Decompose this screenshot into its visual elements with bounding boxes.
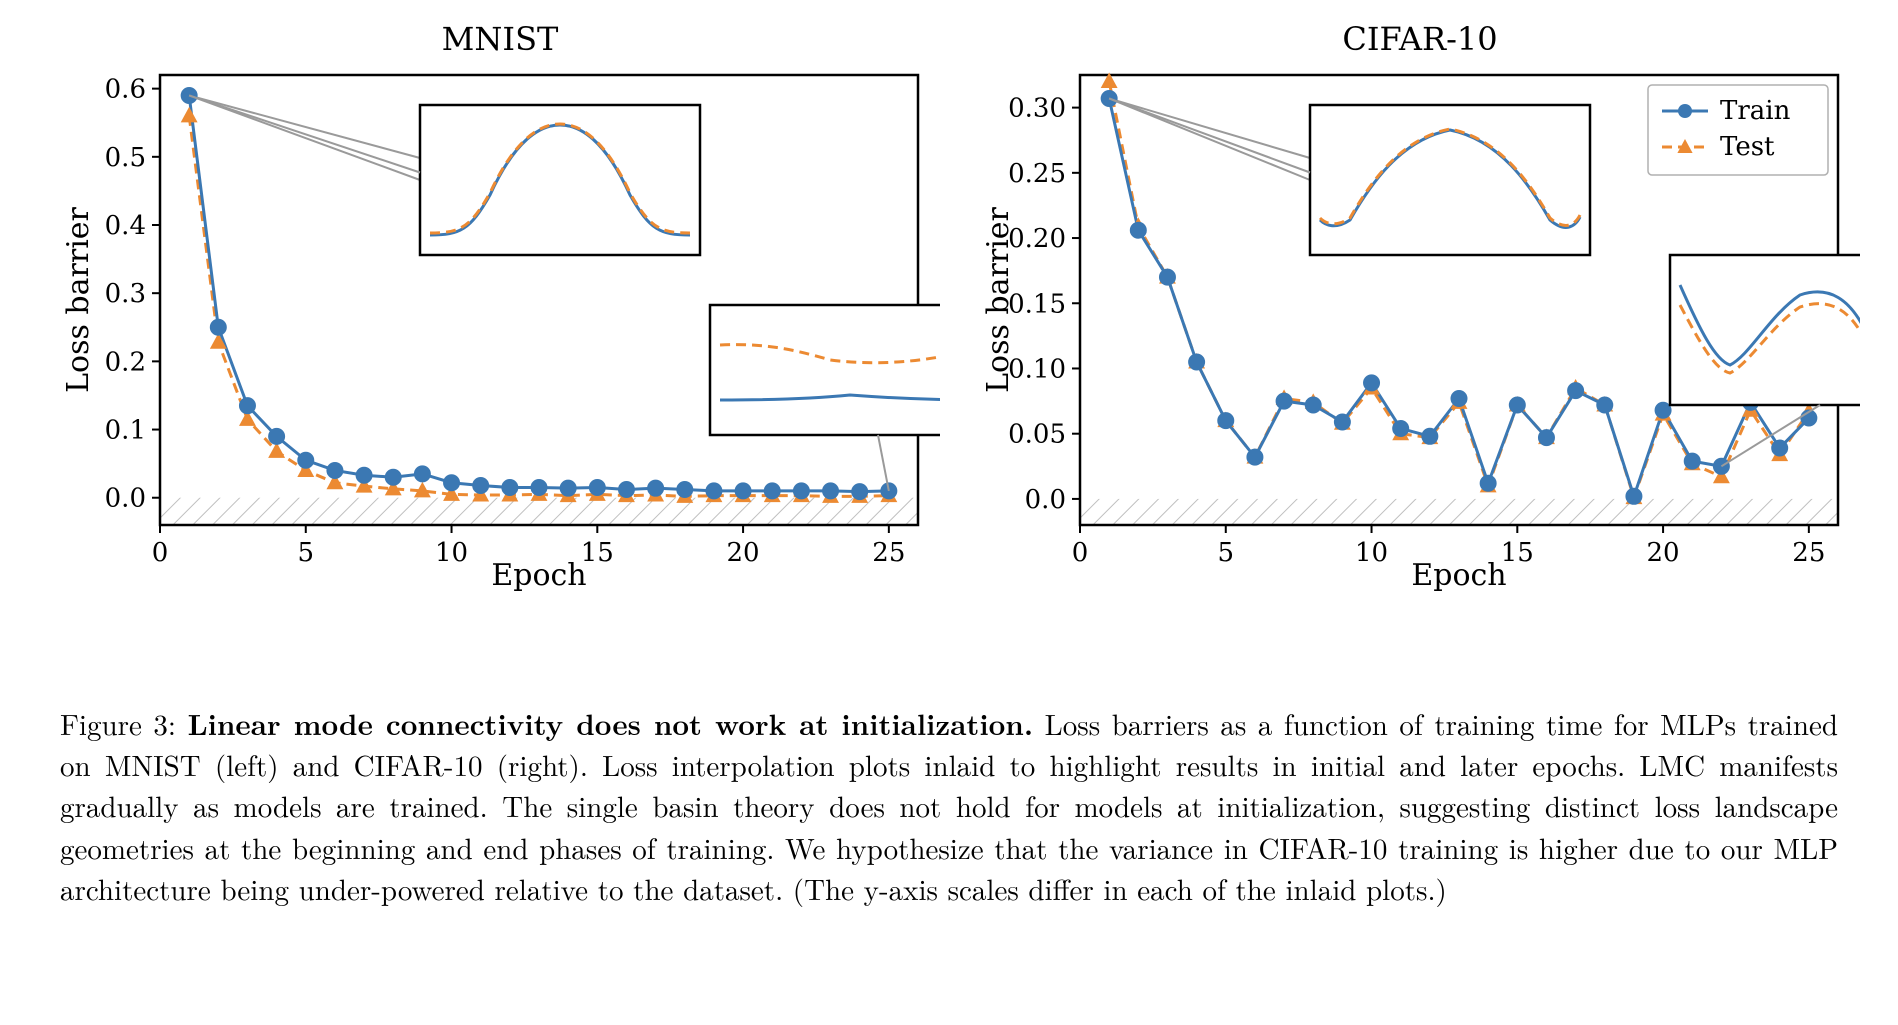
- svg-text:5: 5: [1217, 538, 1234, 568]
- svg-text:Test: Test: [1720, 132, 1775, 162]
- svg-text:Train: Train: [1720, 96, 1791, 126]
- mnist-chart: 05101520250.00.10.20.30.40.50.6EpochLoss…: [60, 63, 940, 603]
- svg-text:0.3: 0.3: [105, 279, 146, 309]
- figure-label: Figure 3:: [60, 703, 176, 744]
- figure-page: MNIST 05101520250.00.10.20.30.40.50.6Epo…: [0, 0, 1898, 978]
- figure-caption: Figure 3: Linear mode connectivity does …: [60, 703, 1838, 909]
- cifar-title: CIFAR-10: [980, 20, 1860, 58]
- svg-text:0.20: 0.20: [1008, 224, 1066, 254]
- svg-text:25: 25: [1792, 538, 1825, 568]
- svg-text:0.05: 0.05: [1008, 420, 1066, 450]
- svg-text:5: 5: [297, 538, 314, 568]
- caption-bold-lead: Linear mode connectivity does not work a…: [188, 702, 1034, 744]
- svg-text:0.6: 0.6: [105, 75, 146, 105]
- cifar-chart: 05101520250.00.050.100.150.200.250.30Epo…: [980, 63, 1860, 603]
- svg-text:Loss barrier: Loss barrier: [61, 206, 96, 392]
- svg-text:10: 10: [435, 538, 468, 568]
- svg-text:Epoch: Epoch: [1411, 558, 1506, 593]
- svg-text:0.5: 0.5: [105, 143, 146, 173]
- cifar-panel: CIFAR-10 05101520250.00.050.100.150.200.…: [980, 20, 1860, 603]
- svg-text:0.1: 0.1: [105, 416, 146, 446]
- svg-text:20: 20: [727, 538, 760, 568]
- svg-text:0.0: 0.0: [1025, 485, 1066, 515]
- svg-text:0: 0: [152, 538, 169, 568]
- svg-text:0.2: 0.2: [105, 347, 146, 377]
- svg-text:10: 10: [1355, 538, 1388, 568]
- mnist-title: MNIST: [60, 20, 940, 58]
- charts-row: MNIST 05101520250.00.10.20.30.40.50.6Epo…: [60, 20, 1838, 603]
- svg-text:0.15: 0.15: [1008, 289, 1066, 319]
- svg-text:Loss barrier: Loss barrier: [981, 206, 1016, 392]
- svg-text:0.0: 0.0: [105, 484, 146, 514]
- svg-text:Epoch: Epoch: [491, 558, 586, 593]
- svg-text:0: 0: [1072, 538, 1089, 568]
- svg-text:0.10: 0.10: [1008, 354, 1066, 384]
- svg-text:0.30: 0.30: [1008, 94, 1066, 124]
- svg-text:20: 20: [1647, 538, 1680, 568]
- svg-text:25: 25: [872, 538, 905, 568]
- svg-text:0.25: 0.25: [1008, 159, 1066, 189]
- mnist-panel: MNIST 05101520250.00.10.20.30.40.50.6Epo…: [60, 20, 940, 603]
- svg-text:0.4: 0.4: [105, 211, 146, 241]
